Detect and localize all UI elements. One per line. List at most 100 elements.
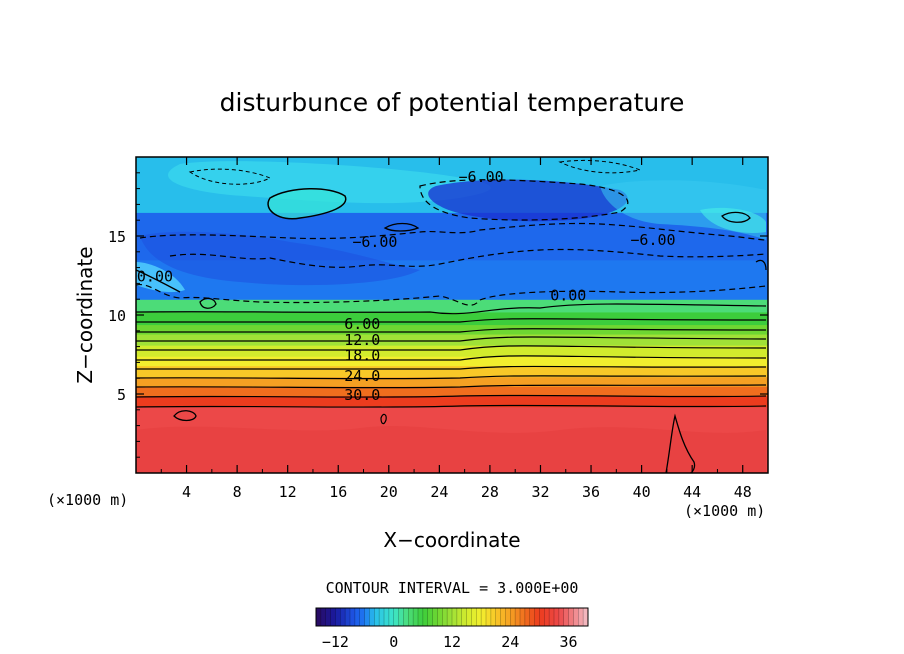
chart-title: disturbunce of potential temperature [220,88,685,117]
contour-line [419,179,629,221]
contour-label: 30.0 [344,386,380,404]
x-tick-label: 44 [683,483,701,501]
colorbar-cell [544,608,550,626]
colorbar-cell [500,608,506,626]
colorbar-cell [354,608,361,626]
colorbar-cell [364,608,370,626]
contour-line [136,375,767,380]
color-layer [136,356,768,367]
contour-line [169,248,767,268]
contour-label: −6.00 [630,231,675,249]
colorbar-cell [490,608,497,626]
x-tick-label: 48 [734,483,752,501]
x-axis-ticks: 4 8 12 16 20 24 28 32 36 40 44 48 [160,157,752,501]
colorbar-cell [437,608,443,626]
colorbar-tick-label: 0 [389,633,398,651]
contour-line [136,394,767,398]
cyan-patch [268,188,346,219]
colorbar-cell [325,608,331,626]
colorbar-tick-label: 24 [501,633,519,651]
contour-label: −6.00 [352,233,397,251]
contour-line [136,384,767,389]
colorbar-cell [384,608,390,626]
x-tick-label: 28 [481,483,499,501]
colorbar-cell [350,608,356,626]
colorbar-cell [495,608,501,626]
colorbar-cell [554,608,560,626]
color-layer [136,406,768,473]
colorbar-cell [408,608,414,626]
contour-line [267,188,347,220]
colorbar-cell [388,608,395,626]
x-unit-right: (×1000 m) [684,502,765,520]
colorbar-cell [486,608,492,626]
colorbar-cell [461,608,467,626]
colorbar-cell [374,608,380,626]
color-layer [136,299,768,313]
contour-line [665,413,696,473]
contour-label: 24.0 [344,367,380,385]
colorbar-frame [315,607,589,627]
colorbar-cell [558,608,565,626]
color-layer [136,376,768,387]
colorbar-cell [340,608,346,626]
colorbar-cell [505,608,511,626]
colorbar-cell [515,608,521,626]
colorbar: −12 0 12 24 36 [315,607,589,651]
blue-patch [140,231,420,286]
colorbar-cell [427,608,433,626]
contour-line [136,318,767,323]
colorbar-cell [549,608,555,626]
color-layer [136,365,768,378]
colorbar-cell [359,608,365,626]
contour-label: 6.00 [344,315,380,333]
x-axis-label: X−coordinate [383,528,520,552]
colorbar-cell [369,608,375,626]
y-axis-label: Z−coordinate [73,246,97,383]
colorbar-cell [583,608,589,626]
colorbar-cell [442,608,448,626]
colorbar-cell [524,608,531,626]
colorbar-cell [316,608,322,626]
contour-line [380,413,387,425]
colorbar-cell [471,608,477,626]
colorbar-cell [447,608,453,626]
color-layer [136,386,768,397]
contour-line [383,222,420,232]
colorbar-cell [330,608,336,626]
contour-line [139,222,767,241]
contour-line [136,365,767,370]
colorbar-cell [422,608,429,626]
x-unit-left: (×1000 m) [47,491,128,509]
color-layer [136,345,768,357]
contour-line [136,328,767,333]
contour-line [558,159,642,174]
stratosphere-patches [136,161,766,473]
x-tick-label: 32 [531,483,549,501]
colorbar-cell [432,608,438,626]
x-tick-label: 40 [633,483,651,501]
colorbar-cell [379,608,385,626]
x-tick-label: 36 [582,483,600,501]
colorbar-cell [529,608,535,626]
colorbar-cell [345,608,351,626]
y-tick-label: 10 [108,307,126,325]
contour-interval-label: CONTOUR INTERVAL = 3.000E+00 [326,579,579,597]
cyan-patch [136,262,185,293]
colorbar-tick-label: 12 [443,633,461,651]
contour-line [136,269,181,293]
contour-line [136,303,767,315]
color-layer [136,324,768,335]
colorbar-tick-label: −12 [322,633,349,651]
colorbar-cell [568,608,574,626]
colorbar-cell [393,608,399,626]
colorbar-cell [476,608,482,626]
colorbar-tick-label: 36 [560,633,578,651]
contour-lines [136,159,767,473]
red-patch [136,426,766,473]
colorbar-cell [452,608,458,626]
colorbar-cell [456,608,463,626]
colorbar-cell [413,608,419,626]
